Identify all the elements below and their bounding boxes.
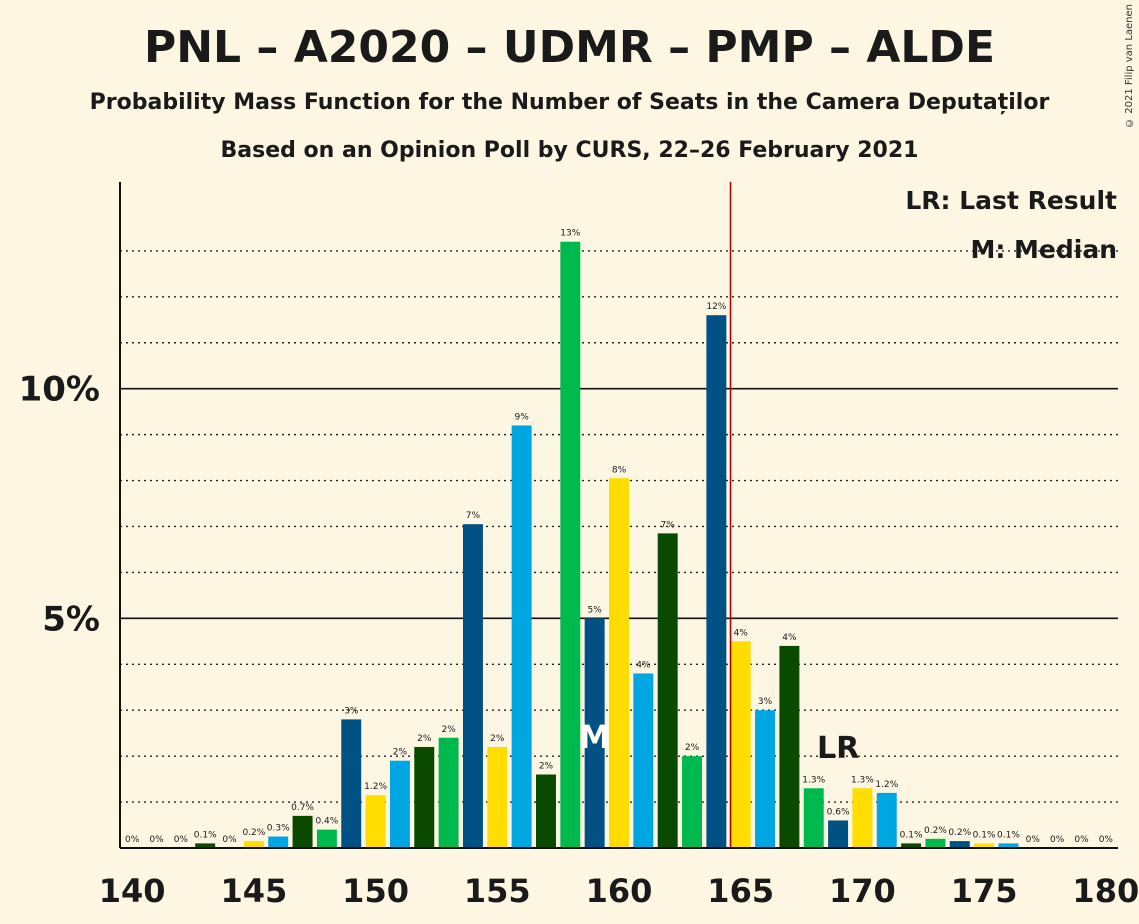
bar-seat-159 xyxy=(584,618,605,848)
median-label: M xyxy=(579,718,611,756)
data-label: 9% xyxy=(514,412,529,422)
legend-last-result: LR: Last Result xyxy=(905,186,1117,215)
data-label: 0.1% xyxy=(997,830,1020,840)
legend-median: M: Median xyxy=(970,235,1117,264)
data-label: 12% xyxy=(706,302,726,312)
bar-seat-156 xyxy=(511,425,532,848)
x-tick-label: 150 xyxy=(342,872,409,910)
data-label: 2% xyxy=(539,762,554,772)
data-label: 1.3% xyxy=(802,775,825,785)
bar-seat-165 xyxy=(730,641,751,848)
x-tick-label: 160 xyxy=(586,872,653,910)
bar-seat-148 xyxy=(316,829,337,848)
data-label: 2% xyxy=(393,748,408,758)
data-label: 2% xyxy=(685,743,700,753)
data-label: 0.3% xyxy=(267,824,290,834)
data-label: 0% xyxy=(1026,835,1041,845)
bar-seat-175 xyxy=(974,843,995,848)
bar-seat-169 xyxy=(828,820,849,848)
data-label: 0.6% xyxy=(827,807,850,817)
bar-seat-152 xyxy=(414,746,435,848)
bar-seat-163 xyxy=(682,756,703,848)
x-tick-label: 145 xyxy=(220,872,287,910)
data-label: 2% xyxy=(417,734,432,744)
data-label: 0% xyxy=(1050,835,1065,845)
data-label: 2% xyxy=(441,725,456,735)
data-label: 0.1% xyxy=(194,830,217,840)
data-label: 0.2% xyxy=(948,828,971,838)
data-label: 0.1% xyxy=(973,830,996,840)
bar-seat-176 xyxy=(998,843,1019,848)
bar-seat-168 xyxy=(803,788,824,848)
bar-seat-174 xyxy=(949,841,970,848)
chart-subtitle-poll: Based on an Opinion Poll by CURS, 22–26 … xyxy=(220,138,919,163)
data-label: 1.2% xyxy=(364,782,387,792)
bar-seat-149 xyxy=(341,719,362,848)
x-tick-label: 175 xyxy=(951,872,1018,910)
data-label: 4% xyxy=(782,633,797,643)
data-label: 7% xyxy=(466,511,481,521)
bar-seat-166 xyxy=(755,710,776,848)
bar-seat-145 xyxy=(243,841,264,848)
data-label: 3% xyxy=(758,697,773,707)
data-label: 3% xyxy=(344,706,359,716)
data-label: 0.4% xyxy=(315,817,338,827)
data-label: 0% xyxy=(174,835,189,845)
x-tick-label: 155 xyxy=(464,872,531,910)
bar-seat-153 xyxy=(438,737,459,848)
data-label: 0.2% xyxy=(924,826,947,836)
bar-seat-170 xyxy=(852,788,873,848)
data-label: 0.2% xyxy=(242,828,265,838)
bar-seat-154 xyxy=(462,524,483,848)
bar-seat-151 xyxy=(389,760,410,848)
x-tick-label: 180 xyxy=(1072,872,1139,910)
bar-seat-157 xyxy=(535,774,556,848)
data-label: 4% xyxy=(636,660,651,670)
x-tick-label: 170 xyxy=(829,872,896,910)
bar-seat-173 xyxy=(925,838,946,848)
data-label: 0.7% xyxy=(291,803,314,813)
data-label: 8% xyxy=(612,465,627,475)
data-label: 0% xyxy=(1099,835,1114,845)
bar-seat-167 xyxy=(779,645,800,848)
x-tick-label: 165 xyxy=(707,872,774,910)
bar-seat-161 xyxy=(633,673,654,848)
x-tick-label: 140 xyxy=(99,872,166,910)
data-label: 13% xyxy=(560,229,580,239)
data-label: 1.3% xyxy=(851,775,874,785)
bar-seat-146 xyxy=(268,836,289,848)
bar-seat-150 xyxy=(365,795,386,848)
data-label: 0% xyxy=(222,835,237,845)
data-label: 0% xyxy=(149,835,164,845)
data-label: 0% xyxy=(1074,835,1089,845)
y-tick-label: 5% xyxy=(42,599,100,639)
data-label: 5% xyxy=(588,605,603,615)
data-label: 0.1% xyxy=(900,830,923,840)
chart-subtitle: Probability Mass Function for the Number… xyxy=(89,90,1050,115)
bar-seat-160 xyxy=(609,478,629,848)
bar-seat-171 xyxy=(876,792,897,848)
chart-title: PNL – A2020 – UDMR – PMP – ALDE xyxy=(143,22,996,73)
data-label: 2% xyxy=(490,734,505,744)
bar-seat-158 xyxy=(560,241,581,849)
y-tick-label: 10% xyxy=(19,370,100,410)
last-result-label: LR xyxy=(817,731,859,766)
bar-seat-162 xyxy=(657,533,678,848)
data-label: 4% xyxy=(734,628,749,638)
bar-seat-143 xyxy=(195,843,216,848)
bar-seat-147 xyxy=(292,815,313,848)
data-label: 7% xyxy=(661,520,676,530)
bar-seat-172 xyxy=(901,843,922,848)
data-label: 1.2% xyxy=(875,780,898,790)
bar-seat-155 xyxy=(487,746,508,848)
data-label: 0% xyxy=(125,835,140,845)
bar-seat-164 xyxy=(706,315,727,848)
